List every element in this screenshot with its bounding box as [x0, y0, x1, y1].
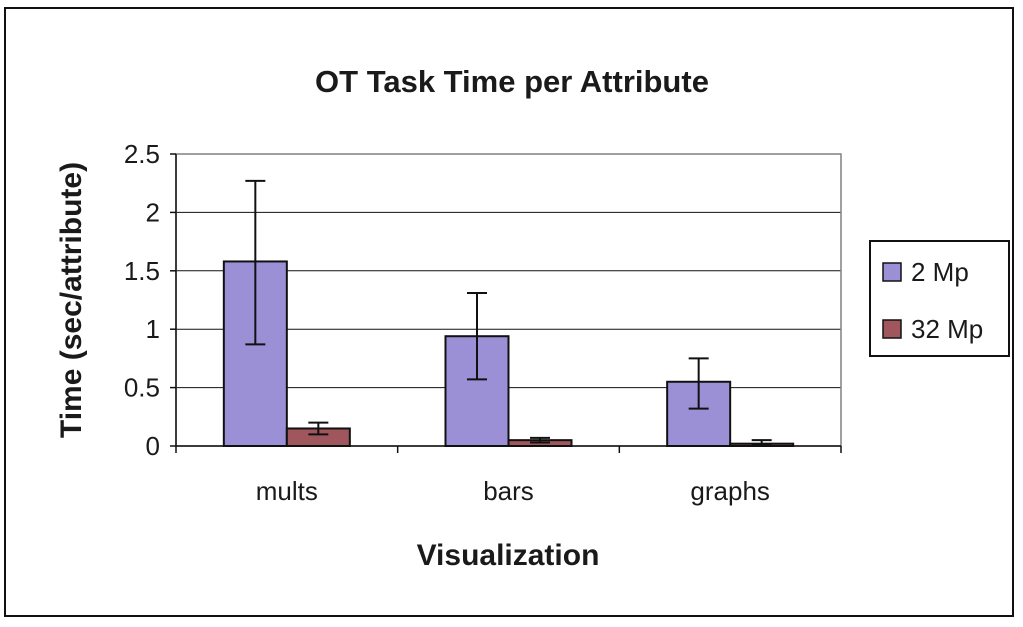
- x-tick-label: graphs: [690, 476, 770, 506]
- legend-label: 2 Mp: [911, 257, 969, 287]
- x-axis-title: Visualization: [417, 539, 600, 572]
- x-tick-label: bars: [483, 476, 534, 506]
- chart-title: OT Task Time per Attribute: [315, 64, 709, 99]
- legend-swatch: [882, 319, 902, 339]
- y-tick-label: 0: [146, 431, 160, 461]
- legend-swatch: [882, 262, 902, 282]
- y-tick-label: 2.5: [124, 139, 160, 169]
- y-tick-label: 1.5: [124, 256, 160, 286]
- y-tick-label: 0.5: [124, 373, 160, 403]
- legend: 2 Mp 32 Mp: [869, 240, 1010, 357]
- chart-frame: [4, 7, 1014, 617]
- tick-labels: 0 0.5 1 1.5 2 2.5 mults bars graphs: [124, 139, 770, 506]
- y-tick-label: 1: [146, 314, 160, 344]
- y-tick-label: 2: [146, 197, 160, 227]
- y-axis-title: Time (sec/attribute): [55, 162, 88, 438]
- x-tick-label: mults: [256, 476, 318, 506]
- legend-label: 32 Mp: [911, 314, 983, 344]
- bars: [222, 179, 795, 448]
- axes: [170, 153, 842, 453]
